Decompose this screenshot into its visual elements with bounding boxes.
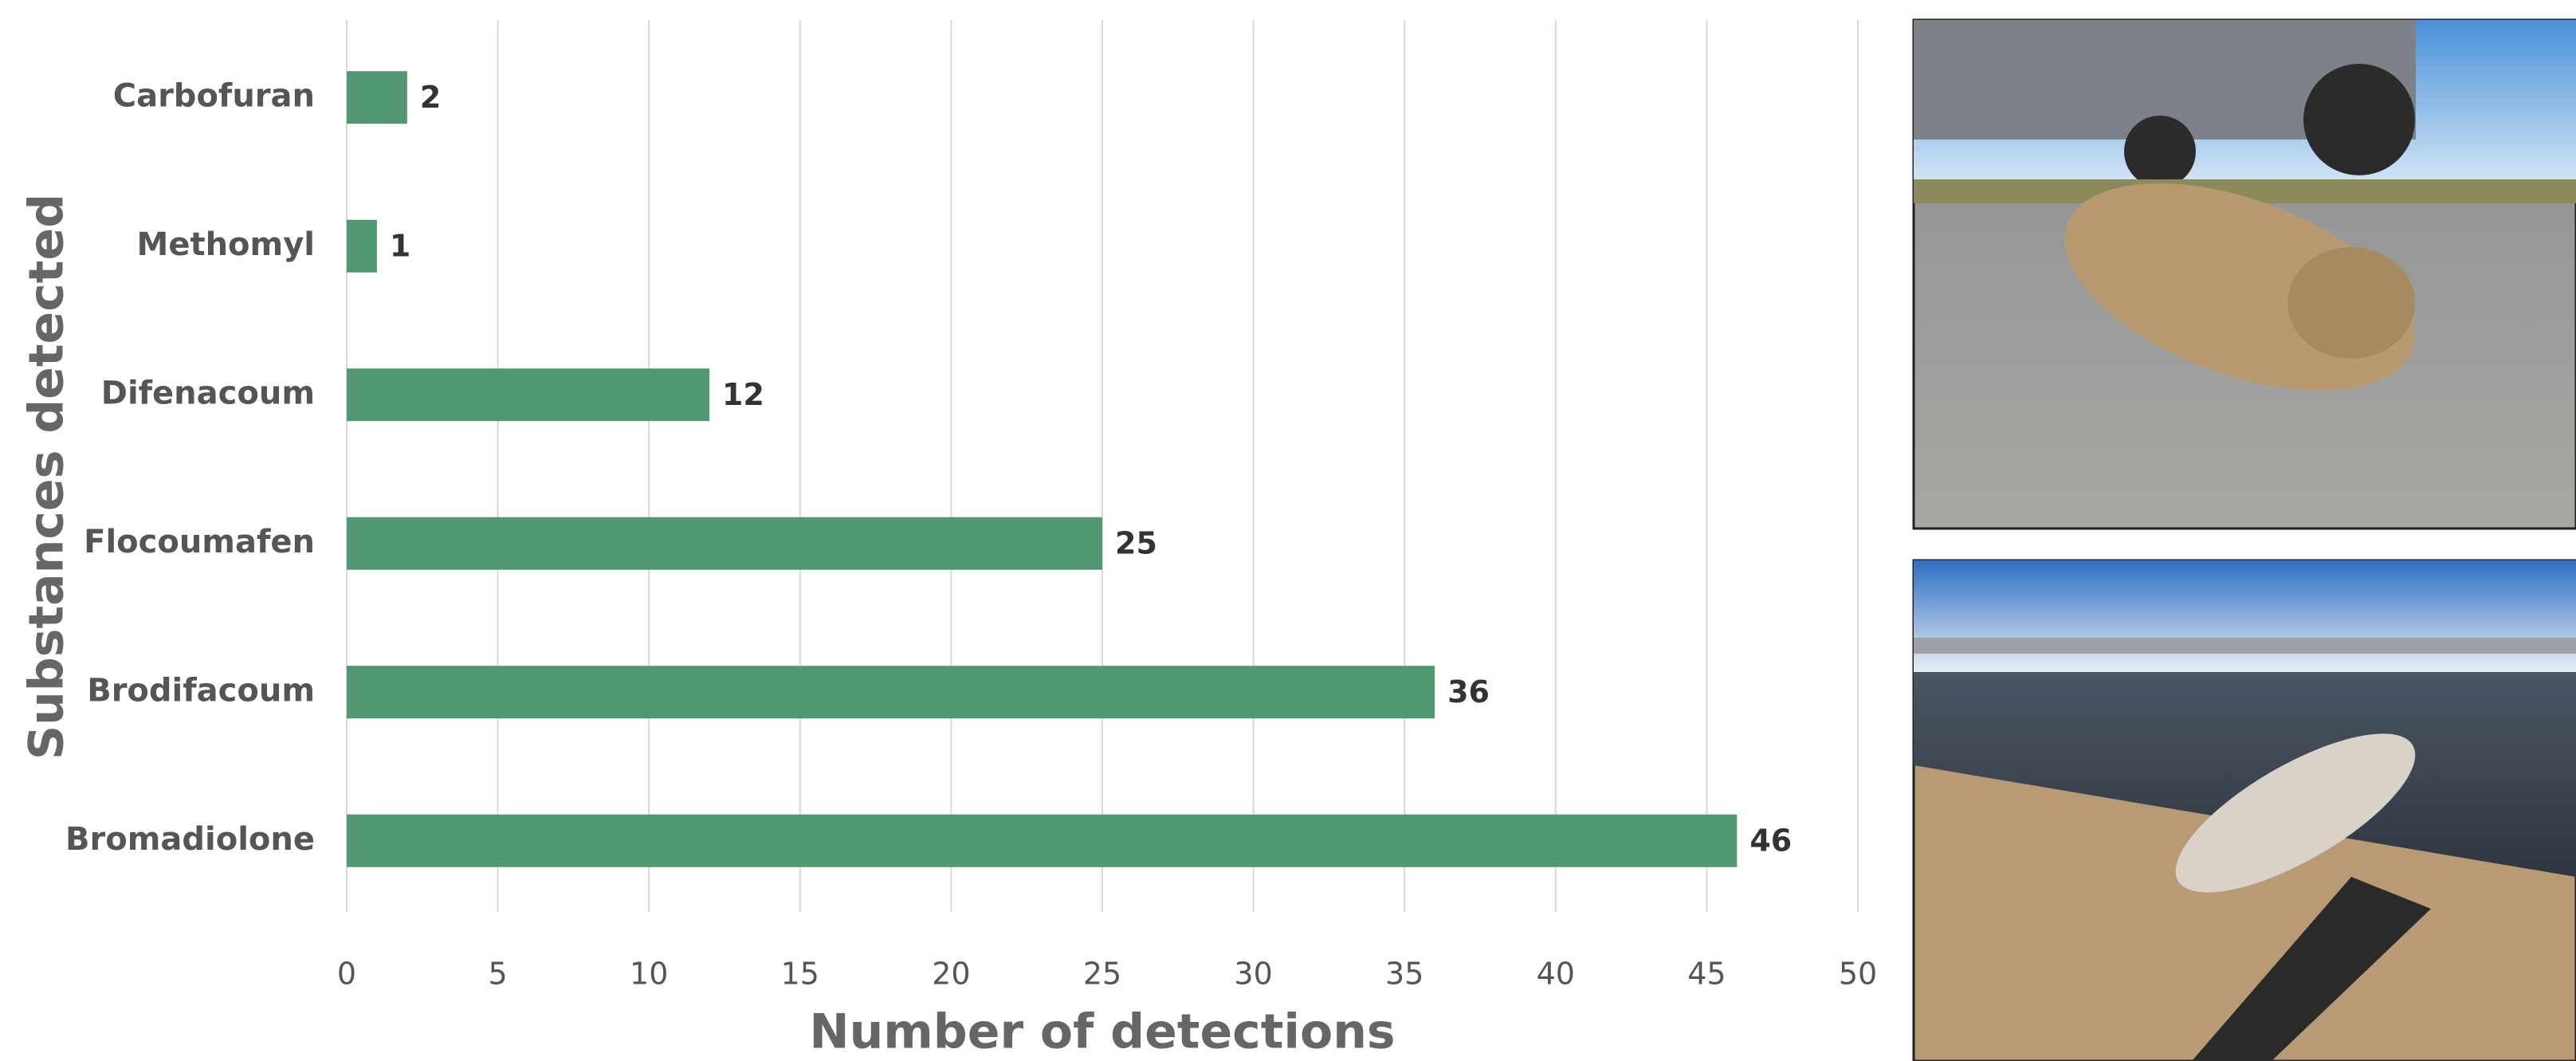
data-label: 1 [390, 228, 410, 263]
x-tick-label: 45 [1687, 957, 1726, 992]
data-label: 46 [1749, 823, 1792, 858]
x-tick-label: 40 [1537, 957, 1575, 992]
data-label: 25 [1115, 525, 1157, 560]
bar [347, 814, 1738, 867]
x-tick-label: 35 [1385, 957, 1423, 992]
bar [347, 517, 1102, 570]
y-tick-label: Brodifacoum [87, 672, 315, 709]
y-tick-label: Bromadiolone [65, 821, 315, 858]
x-tick-label: 30 [1234, 957, 1272, 992]
x-tick-label: 50 [1839, 957, 1877, 992]
y-tick-label: Difenacoum [101, 375, 315, 411]
photo-bottom [1912, 559, 2576, 1061]
x-tick-label: 10 [630, 957, 668, 992]
y-tick-label: Flocoumafen [84, 524, 315, 560]
photo-top [1912, 18, 2576, 530]
x-tick-label: 15 [781, 957, 819, 992]
bar [347, 368, 710, 422]
bar [347, 666, 1435, 719]
y-axis-title: Substances detected [19, 194, 75, 760]
x-axis-title: Number of detections [809, 1004, 1395, 1060]
y-tick-label: Carbofuran [113, 77, 315, 114]
y-tick-label: Methomyl [137, 226, 315, 263]
x-tick-label: 20 [932, 957, 970, 992]
x-tick-label: 5 [489, 957, 508, 992]
data-label: 2 [420, 80, 441, 115]
bar [347, 71, 407, 124]
data-label: 12 [722, 377, 764, 412]
x-tick-label: 0 [337, 957, 356, 992]
x-tick-label: 25 [1083, 957, 1121, 992]
data-label: 36 [1447, 674, 1490, 709]
bar [347, 219, 377, 273]
